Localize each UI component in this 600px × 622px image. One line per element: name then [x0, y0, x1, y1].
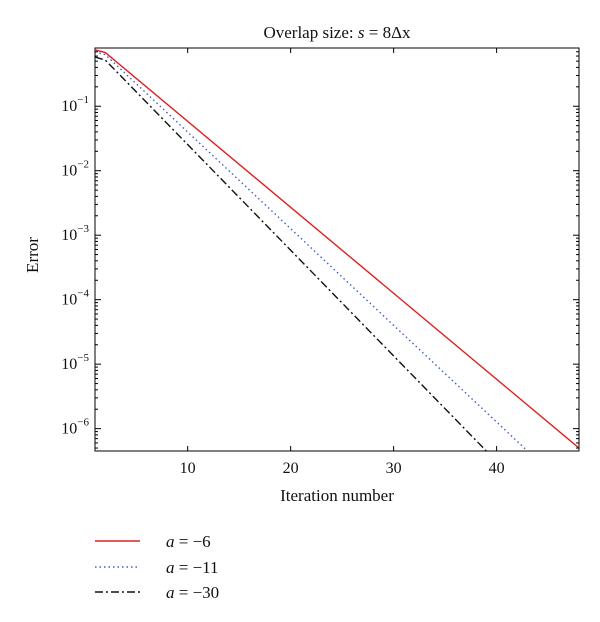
- x-tick-label: 30: [386, 460, 402, 477]
- legend: a = −6 a = −11 a = −30: [95, 532, 219, 602]
- y-tick-label: 10−6: [61, 417, 89, 438]
- y-tick-label: 10−2: [61, 159, 89, 180]
- y-axis: 10−1 10−2 10−3 10−4 10−5 10−6: [61, 47, 579, 449]
- x-tick-label: 40: [489, 460, 505, 477]
- legend-label-1: a = −6: [166, 532, 211, 551]
- series-line-1: [95, 49, 579, 449]
- x-axis: 10 20 30 40: [180, 48, 505, 477]
- y-tick-label: 10−5: [61, 352, 89, 373]
- y-tick-label: 10−3: [61, 223, 89, 244]
- plot-area: [95, 49, 579, 451]
- plot-frame: [94, 47, 580, 452]
- series-line-3: [95, 56, 487, 451]
- x-axis-label: Iteration number: [280, 486, 394, 505]
- series-line-2: [95, 51, 528, 451]
- chart-title: Overlap size: s = 8Δx: [263, 23, 411, 42]
- legend-label-3: a = −30: [166, 583, 219, 602]
- x-tick-label: 20: [283, 460, 299, 477]
- y-tick-label: 10−4: [61, 288, 89, 309]
- y-tick-label: 10−1: [61, 94, 89, 115]
- y-axis-label: Error: [23, 237, 42, 273]
- legend-label-2: a = −11: [166, 558, 219, 577]
- x-tick-label: 10: [180, 460, 196, 477]
